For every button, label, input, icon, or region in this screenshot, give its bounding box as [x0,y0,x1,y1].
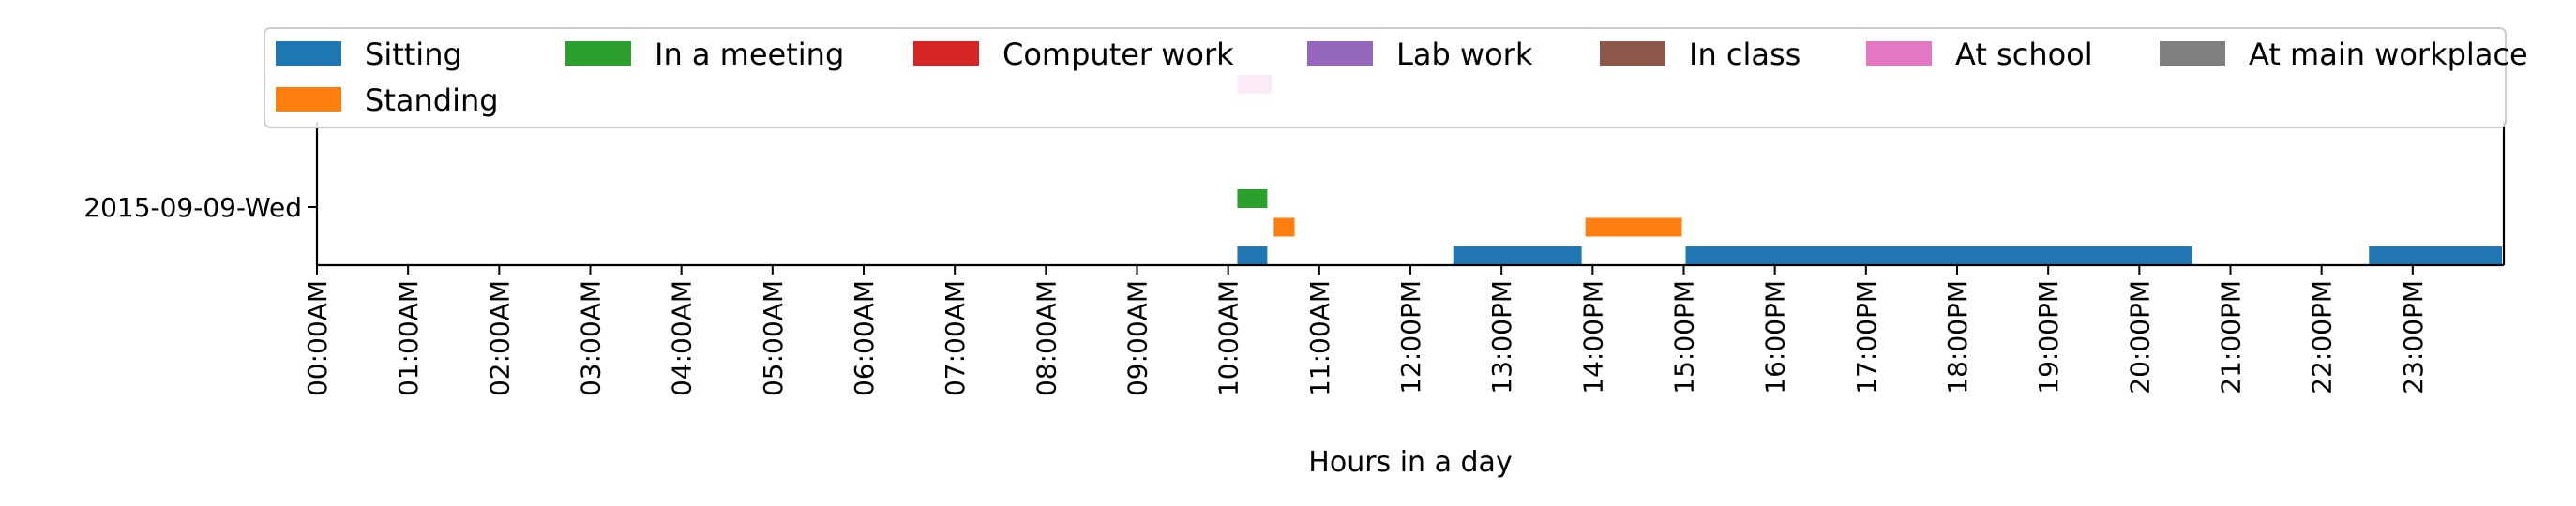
x-tick-label-20: 20:00PM [2124,280,2155,394]
legend-item-computer-work: Computer work [913,37,1234,72]
legend-label-computer-work: Computer work [1002,37,1234,72]
x-tick-label-3: 03:00AM [576,280,607,396]
legend-item-in-a-meeting: In a meeting [565,37,844,72]
legend-item-at-main-workplace: At main workplace [2160,37,2528,72]
legend-label-in-class: In class [1689,37,1800,72]
legend-frame [264,27,2507,128]
legend-swatch-computer-work [913,41,979,66]
x-axis-title: Hours in a day [1308,446,1512,479]
x-tick-label-23: 23:00PM [2398,280,2429,394]
bar-sitting-1 [1453,246,1582,265]
legend-swatch-standing [276,87,341,112]
x-tick-label-21: 21:00PM [2216,280,2247,394]
legend-label-in-a-meeting: In a meeting [655,37,844,72]
legend-swatch-at-main-workplace [2160,41,2225,66]
legend-swatch-in-a-meeting [565,41,631,66]
y-tick-label-0: 2015-09-09-Wed [83,192,302,223]
x-tick-label-10: 10:00AM [1213,280,1244,396]
x-tick-label-2: 02:00AM [484,280,515,396]
bar-sitting-2 [1685,246,2192,265]
legend-swatch-lab-work [1307,41,1373,66]
legend-item-in-class: In class [1600,37,1800,72]
x-tick-label-7: 07:00AM [940,280,971,396]
x-tick-label-12: 12:00PM [1395,280,1426,394]
x-tick-label-17: 17:00PM [1851,280,1882,394]
legend-swatch-sitting [276,41,341,66]
x-tick-label-6: 06:00AM [849,280,880,396]
x-tick-label-15: 15:00PM [1669,280,1700,394]
legend-swatch-at-school [1866,41,1932,66]
bar-standing-1 [1585,217,1682,237]
x-tick-label-14: 14:00PM [1577,280,1608,394]
x-tick-label-16: 16:00PM [1760,280,1791,394]
legend-item-standing: Standing [276,82,499,118]
x-tick-label-5: 05:00AM [758,280,789,396]
x-tick-label-4: 04:00AM [667,280,698,396]
bar-sitting-3 [2369,246,2502,265]
bar-in-a-meeting-0 [1237,189,1268,208]
x-tick-label-0: 00:00AM [302,280,333,396]
legend-item-sitting: Sitting [276,37,462,72]
legend-item-at-school: At school [1866,37,2093,72]
legend-label-at-school: At school [1955,37,2093,72]
legend: Sitting Standing In a meeting Computer work… [264,27,2528,128]
x-tick-label-18: 18:00PM [1942,280,1973,394]
x-tick-label-11: 11:00AM [1304,280,1335,396]
legend-label-at-main-workplace: At main workplace [2249,37,2528,72]
legend-swatch-in-class [1600,41,1665,66]
x-tick-label-13: 13:00PM [1486,280,1517,394]
x-tick-label-1: 01:00AM [393,280,424,396]
legend-label-sitting: Sitting [365,37,462,72]
bar-standing-0 [1273,217,1295,237]
x-tick-label-22: 22:00PM [2307,280,2338,394]
x-tick-label-8: 08:00AM [1031,280,1062,396]
x-tick-label-9: 09:00AM [1122,280,1153,396]
x-tick-label-19: 19:00PM [2033,280,2064,394]
legend-label-standing: Standing [365,82,499,118]
bar-sitting-0 [1237,246,1268,265]
axes-group: 00:00AM 01:00AM 02:00AM 03:00AM 04:00AM 05:00… [83,122,2506,479]
legend-label-lab-work: Lab work [1396,37,1533,72]
legend-item-lab-work: Lab work [1307,37,1533,72]
